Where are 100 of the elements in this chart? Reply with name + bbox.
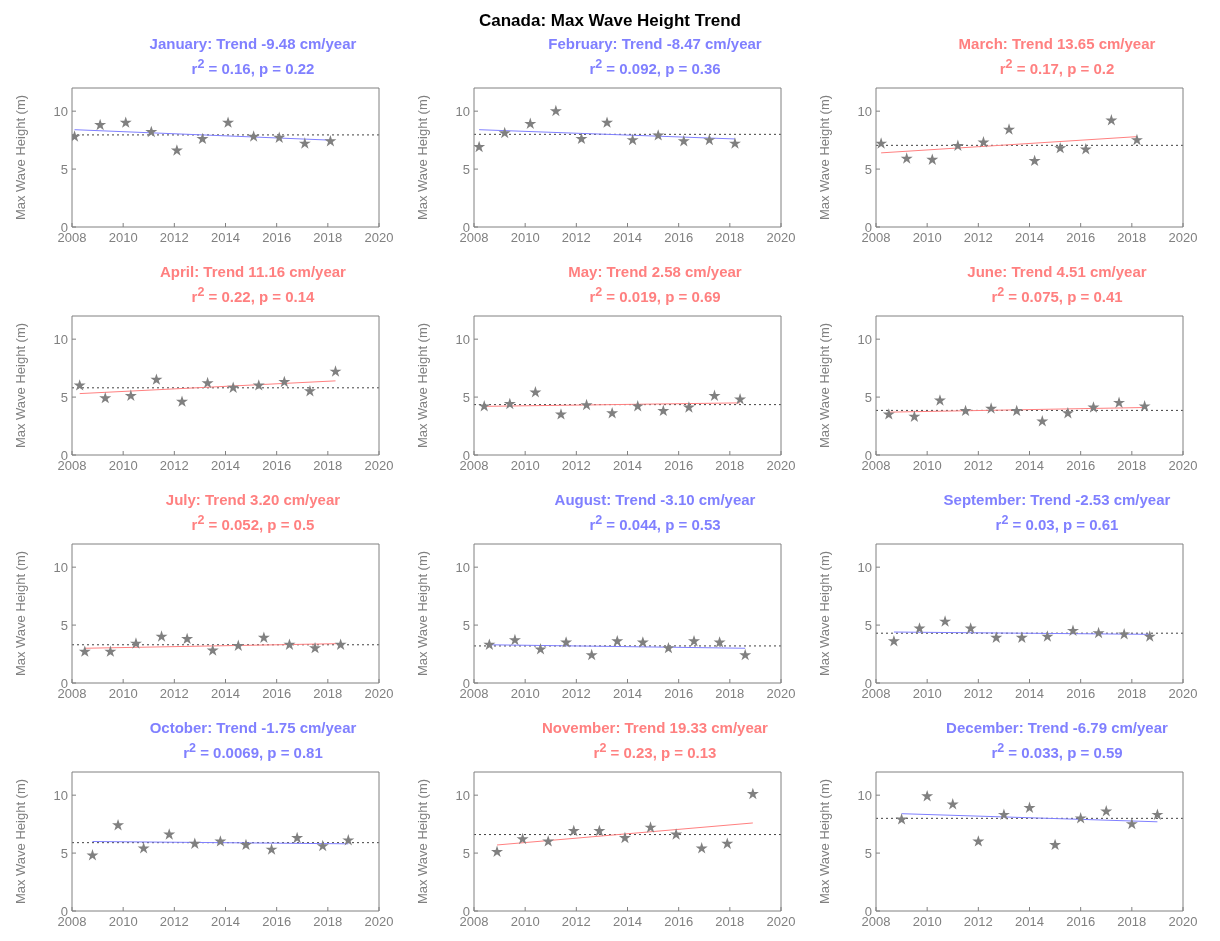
x-tick-label: 2010 (510, 914, 540, 930)
x-tick-label: 2020 (766, 230, 796, 246)
x-tick-label: 2020 (1168, 914, 1198, 930)
x-tick-label: 2014 (211, 686, 240, 702)
point (959, 404, 972, 417)
chart-subtitle: r$^{2}$ = 0.092, p = 0.36 (588, 56, 722, 79)
point (78, 645, 91, 657)
point (508, 633, 521, 646)
x-tick-label: 2020 (766, 914, 796, 930)
x-tick-label: 2016 (1066, 914, 1096, 930)
y-tick-label: 5 (60, 617, 68, 633)
point (895, 813, 908, 825)
chart-subtitle: r$^{2}$ = 0.019, p = 0.69 (588, 284, 722, 307)
point (644, 821, 657, 833)
x-tick-label: 2010 (108, 458, 138, 474)
point (239, 838, 252, 851)
x-tick-label: 2010 (912, 686, 942, 702)
point (1143, 630, 1156, 642)
point (990, 631, 1003, 643)
chart-subtitle: r$^{2}$ = 0.0069, p = 0.81 (182, 740, 324, 763)
x-tick-label: 2020 (1168, 458, 1198, 474)
point (129, 637, 142, 649)
y-tick-label: 5 (864, 617, 872, 633)
x-tick-label: 2014 (1015, 686, 1044, 702)
point (303, 384, 316, 397)
point (309, 641, 322, 654)
x-tick-label: 2020 (766, 458, 796, 474)
x-tick-label: 2018 (1117, 686, 1147, 702)
x-tick-label: 2016 (664, 458, 694, 474)
chart-subtitle: r$^{2}$ = 0.16, p = 0.22 (190, 56, 316, 79)
x-tick-label: 2010 (108, 914, 138, 930)
point (601, 116, 614, 128)
point (908, 410, 921, 422)
point (1036, 415, 1049, 427)
chart-subtitle: r$^{2}$ = 0.23, p = 0.13 (592, 740, 718, 763)
y-tick-label: 10 (455, 559, 470, 575)
x-tick-label: 2018 (715, 458, 745, 474)
x-tick-label: 2012 (963, 230, 993, 246)
x-tick-label: 2010 (510, 230, 540, 246)
point (900, 152, 913, 164)
y-tick-label: 5 (60, 389, 68, 405)
point (86, 849, 99, 861)
y-tick-label: 5 (60, 845, 68, 861)
x-tick-label: 2012 (963, 686, 993, 702)
x-tick-label: 2020 (364, 230, 394, 246)
chart-title: September: Trend -2.53 cm/year (942, 490, 1172, 510)
point (682, 401, 695, 413)
y-tick-label: 10 (53, 559, 68, 575)
point (626, 133, 639, 146)
point (119, 116, 132, 128)
point (94, 118, 107, 131)
y-tick-label: 10 (857, 787, 872, 803)
x-tick-label: 2010 (510, 458, 540, 474)
y-tick-label: 10 (455, 787, 470, 803)
point (921, 789, 934, 802)
point (342, 834, 355, 846)
point (567, 824, 580, 837)
chart-title: January: Trend -9.48 cm/year (148, 34, 358, 54)
point (155, 630, 168, 642)
x-tick-label: 2014 (613, 458, 642, 474)
x-tick-label: 2016 (664, 914, 694, 930)
point (1087, 401, 1100, 413)
point (703, 133, 716, 146)
point (946, 798, 959, 810)
point (227, 381, 240, 393)
point (662, 641, 675, 654)
point (636, 636, 649, 648)
x-tick-label: 2018 (313, 914, 343, 930)
point (985, 402, 998, 414)
point (265, 843, 278, 855)
x-tick-label: 2012 (561, 914, 591, 930)
point (529, 386, 542, 398)
y-tick-label: 5 (462, 845, 470, 861)
point (516, 832, 529, 845)
x-tick-label: 2020 (766, 686, 796, 702)
point (1074, 812, 1087, 824)
point (1041, 630, 1054, 642)
point (1066, 624, 1080, 636)
x-tick-label: 2014 (613, 914, 642, 930)
point (316, 839, 329, 852)
y-tick-label: 10 (455, 103, 470, 119)
chart-subtitle: r$^{2}$ = 0.044, p = 0.53 (588, 512, 722, 535)
x-tick-label: 2016 (262, 458, 292, 474)
point (1079, 143, 1092, 155)
x-tick-label: 2016 (1066, 458, 1096, 474)
y-tick-label: 5 (864, 845, 872, 861)
y-axis-title: Max Wave Height (m) (816, 94, 832, 221)
x-tick-label: 2012 (159, 230, 189, 246)
x-tick-label: 2010 (510, 686, 540, 702)
point (713, 636, 726, 648)
chart-title: July: Trend 3.20 cm/year (164, 490, 342, 510)
y-axis-title: Max Wave Height (m) (414, 550, 430, 677)
point (329, 365, 342, 377)
point (104, 645, 117, 657)
point (498, 126, 511, 139)
x-tick-label: 2020 (1168, 686, 1198, 702)
x-tick-label: 2018 (715, 914, 745, 930)
point (580, 398, 593, 411)
point (926, 153, 939, 165)
y-tick-label: 5 (462, 617, 470, 633)
